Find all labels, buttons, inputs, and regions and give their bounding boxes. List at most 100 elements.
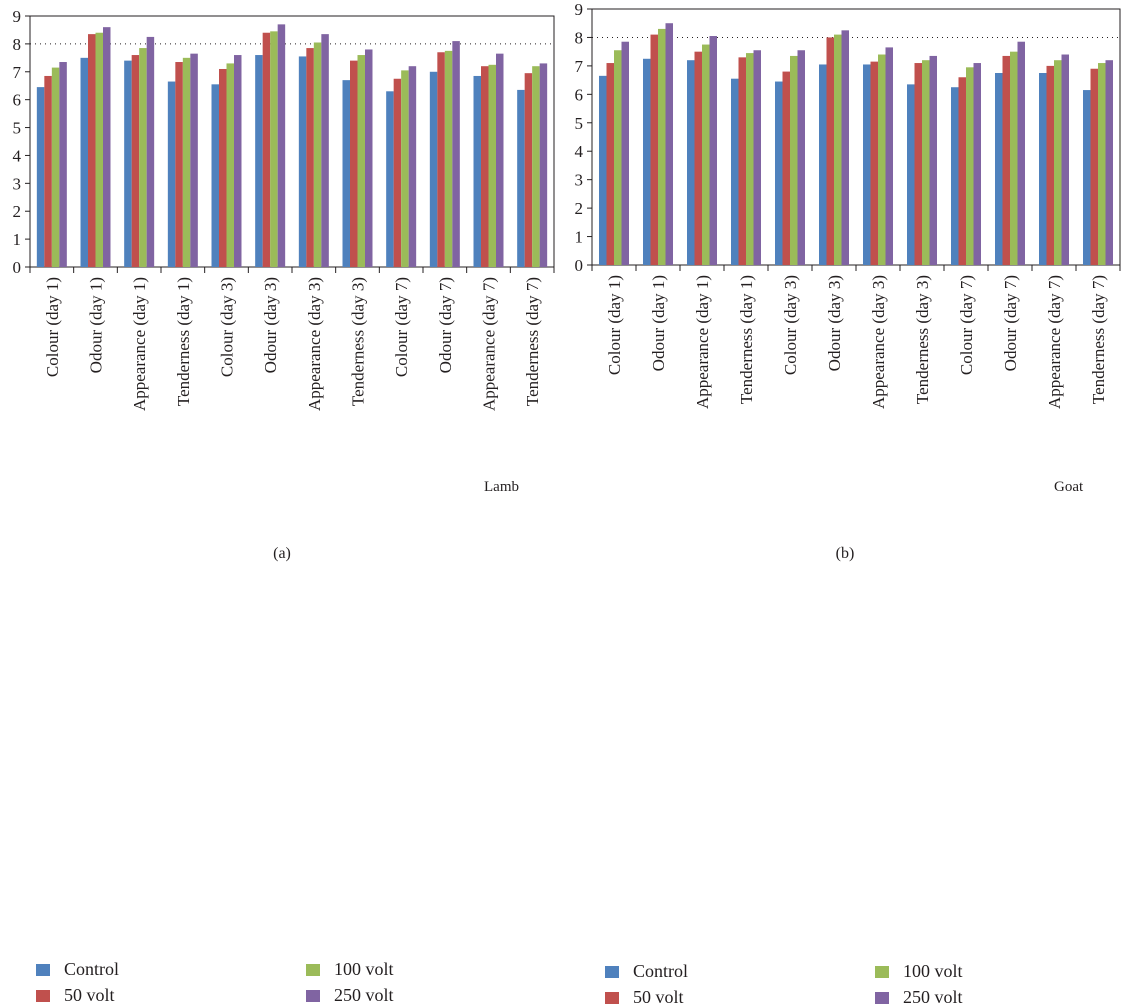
bar-100-volt-tenderness-day-1 <box>182 57 191 268</box>
bar-250-volt-appearance-day-3 <box>885 47 893 266</box>
bar-control-appearance-day-3 <box>298 56 307 267</box>
bar-control-appearance-day-3 <box>863 64 871 265</box>
bar-50-volt-odour-day-7 <box>1002 55 1010 265</box>
legend-label-50-volt: 50 volt <box>633 987 684 1007</box>
legend-swatch-250-volt <box>875 991 889 1004</box>
y-tick-label: 7 <box>575 57 584 76</box>
x-tick-label-tenderness-day-1: Tenderness (day 1) <box>737 275 756 404</box>
bar-250-volt-tenderness-day-3 <box>929 55 937 265</box>
bar-50-volt-colour-day-3 <box>782 71 790 265</box>
bar-250-volt-odour-day-7 <box>452 41 460 267</box>
legend-item-250-volt: 250 volt <box>306 985 394 1006</box>
bar-50-volt-tenderness-day-1 <box>175 62 183 268</box>
bar-250-volt-colour-day-7 <box>408 66 417 267</box>
legend-swatch-control <box>605 965 619 978</box>
bar-250-volt-appearance-day-1 <box>146 36 155 267</box>
bar-100-volt-colour-day-1 <box>614 50 622 265</box>
bar-100-volt-colour-day-1 <box>51 67 60 267</box>
y-tick-label: 4 <box>575 142 584 161</box>
x-tick-label-colour-day-1: Colour (day 1) <box>43 277 62 377</box>
bar-50-volt-tenderness-day-7 <box>1090 68 1098 265</box>
bar-control-tenderness-day-7 <box>517 89 525 268</box>
bar-50-volt-tenderness-day-7 <box>524 73 533 267</box>
bar-50-volt-appearance-day-3 <box>306 48 314 268</box>
bar-control-tenderness-day-7 <box>1083 90 1091 265</box>
bar-100-volt-appearance-day-7 <box>488 64 496 267</box>
x-tick-label-appearance-day-1: Appearance (day 1) <box>693 275 712 409</box>
bar-control-colour-day-7 <box>951 87 959 265</box>
bar-100-volt-colour-day-3 <box>226 63 234 268</box>
x-tick-label-appearance-day-3: Appearance (day 3) <box>305 277 324 411</box>
bar-control-tenderness-day-3 <box>907 84 915 265</box>
bar-50-volt-odour-day-7 <box>437 52 445 267</box>
bar-100-volt-appearance-day-7 <box>1054 60 1062 266</box>
bar-250-volt-colour-day-3 <box>797 50 805 265</box>
bar-100-volt-colour-day-7 <box>401 70 409 267</box>
legend-item-50-volt: 50 volt <box>605 987 684 1008</box>
y-tick-label: 2 <box>575 199 584 218</box>
legend-swatch-50-volt <box>605 991 619 1004</box>
bar-control-odour-day-1 <box>80 57 88 268</box>
legend-label-control: Control <box>633 961 689 981</box>
bar-50-volt-colour-day-7 <box>958 77 966 266</box>
bar-250-volt-tenderness-day-1 <box>190 53 198 268</box>
bar-250-volt-appearance-day-7 <box>1061 54 1069 266</box>
bar-100-volt-odour-day-3 <box>834 34 842 265</box>
x-tick-label-odour-day-1: Odour (day 1) <box>87 277 106 373</box>
bar-control-tenderness-day-3 <box>342 80 350 268</box>
legend-item-control: Control <box>605 961 688 982</box>
y-tick-label: 9 <box>13 7 22 26</box>
legend-item-100-volt: 100 volt <box>306 959 394 980</box>
bar-100-volt-tenderness-day-7 <box>532 66 540 267</box>
x-tick-label-colour-day-7: Colour (day 7) <box>392 277 411 377</box>
y-tick-label: 1 <box>575 228 584 247</box>
bar-50-volt-colour-day-7 <box>393 78 402 267</box>
bar-100-volt-colour-day-7 <box>966 67 974 265</box>
y-tick-label: 3 <box>575 171 584 190</box>
bar-250-volt-tenderness-day-3 <box>365 49 373 267</box>
panel-caption-a: (a) <box>273 545 291 562</box>
bar-50-volt-appearance-day-3 <box>870 61 878 265</box>
y-tick-label: 2 <box>13 202 22 221</box>
bar-control-appearance-day-1 <box>124 60 132 267</box>
y-tick-label: 0 <box>575 256 584 275</box>
species-label-lamb: Lamb <box>484 479 519 495</box>
bar-control-odour-day-3 <box>819 64 827 265</box>
x-tick-label-odour-day-3: Odour (day 3) <box>261 277 280 373</box>
bar-250-volt-appearance-day-7 <box>496 53 504 268</box>
bar-control-odour-day-3 <box>255 55 263 267</box>
legend-label-100-volt: 100 volt <box>334 959 394 979</box>
bar-50-volt-odour-day-1 <box>88 34 96 267</box>
chart-panel-goat: 0 1 2 3 4 5 6 7 8 9 Colour (day 1) Odour (day 1) App… <box>567 0 1127 1007</box>
species-label-goat: Goat <box>1054 479 1084 495</box>
bar-control-odour-day-7 <box>429 71 438 268</box>
bar-chart-goat: 0 1 2 3 4 5 6 7 8 9 Colour (day 1) Odour (day 1) App… <box>575 0 1121 409</box>
legend-item-control: Control <box>36 959 119 980</box>
bar-250-volt-tenderness-day-7 <box>1105 60 1113 266</box>
x-tick-label-colour-day-7: Colour (day 7) <box>957 275 976 375</box>
bar-50-volt-colour-day-3 <box>219 68 227 267</box>
x-tick-label-appearance-day-7: Appearance (day 7) <box>480 277 499 411</box>
bar-control-appearance-day-7 <box>1039 73 1047 265</box>
bar-control-tenderness-day-1 <box>167 81 176 268</box>
y-tick-label: 4 <box>13 146 22 165</box>
y-tick-label: 5 <box>575 114 584 133</box>
x-tick-label-appearance-day-1: Appearance (day 1) <box>130 277 149 411</box>
bar-control-colour-day-1 <box>36 87 45 267</box>
legend-swatch-100-volt <box>306 963 320 976</box>
bar-control-appearance-day-1 <box>687 60 695 266</box>
legend-label-50-volt: 50 volt <box>64 985 115 1005</box>
y-tick-label: 7 <box>13 63 22 82</box>
y-tick-label: 8 <box>575 28 584 47</box>
bar-100-volt-appearance-day-1 <box>139 48 147 268</box>
chart-panel-lamb: 0 1 2 3 4 5 6 7 8 9 Colour (day 1) Odour (day 1) App… <box>0 0 560 1005</box>
bar-250-volt-odour-day-3 <box>841 30 849 266</box>
x-tick-label-appearance-day-7: Appearance (day 7) <box>1045 275 1064 409</box>
x-tick-label-tenderness-day-7: Tenderness (day 7) <box>523 277 542 406</box>
y-tick-label: 5 <box>13 119 22 138</box>
legend-item-50-volt: 50 volt <box>36 985 115 1006</box>
bar-50-volt-odour-day-3 <box>262 32 271 267</box>
bar-100-volt-tenderness-day-3 <box>357 55 365 267</box>
bar-50-volt-appearance-day-1 <box>694 51 702 265</box>
bar-control-colour-day-1 <box>599 75 607 265</box>
